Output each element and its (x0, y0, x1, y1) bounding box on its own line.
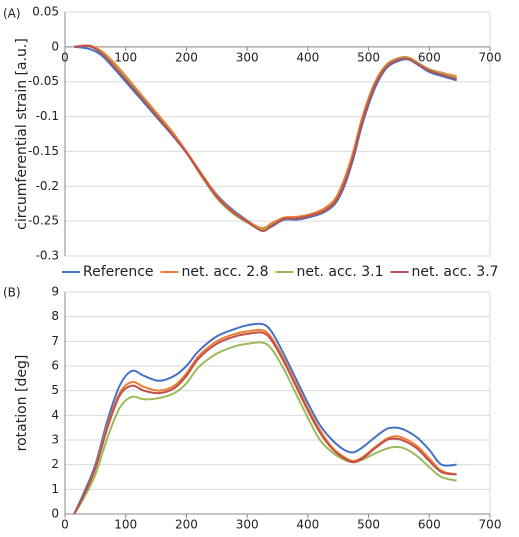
series-line (73, 328, 457, 515)
series-line (74, 44, 457, 231)
x-tick-label: 200 (175, 50, 198, 64)
series-line (73, 331, 457, 515)
y-tick-label: -0.05 (28, 74, 59, 88)
x-tick-label: 600 (418, 518, 441, 532)
series-line (74, 44, 457, 232)
y-axis-label: rotation [deg] (14, 355, 30, 452)
x-tick-label: 500 (357, 50, 380, 64)
y-axis-label: circumferential strain [a.u.] (14, 38, 30, 230)
x-tick-label: 300 (236, 518, 259, 532)
x-tick-label: 400 (296, 50, 319, 64)
series-line (73, 44, 457, 230)
legend-label: net. acc. 3.1 (297, 264, 384, 280)
series-line (73, 45, 457, 231)
y-tick-label: 4 (51, 408, 59, 422)
y-tick-label: -0.15 (28, 144, 59, 158)
x-tick-label: 700 (479, 50, 502, 64)
series-line (73, 322, 457, 515)
y-tick-label: -0.25 (28, 214, 59, 228)
y-tick-label: 0 (51, 39, 59, 53)
x-tick-label: 100 (114, 518, 137, 532)
y-tick-label: 0.05 (32, 5, 59, 19)
x-tick-label: 0 (61, 50, 69, 64)
series-line (73, 341, 457, 515)
y-tick-label: -0.3 (36, 249, 59, 263)
y-tick-label: 3 (51, 433, 59, 447)
panel-label: (A) (3, 7, 21, 21)
y-tick-label: 1 (51, 482, 59, 496)
y-tick-label: 7 (51, 334, 59, 348)
legend-label: net. acc. 2.8 (182, 264, 269, 280)
x-tick-label: 200 (175, 518, 198, 532)
legend-label: Reference (83, 264, 154, 280)
y-tick-label: 2 (51, 457, 59, 471)
legend-label: net. acc. 3.7 (412, 264, 499, 280)
y-tick-label: 0 (51, 507, 59, 521)
y-tick-label: -0.1 (36, 109, 59, 123)
x-tick-label: 300 (236, 50, 259, 64)
y-tick-label: 6 (51, 359, 59, 373)
x-tick-label: 700 (479, 518, 502, 532)
x-tick-label: 600 (418, 50, 441, 64)
x-tick-label: 0 (61, 518, 69, 532)
x-tick-label: 500 (357, 518, 380, 532)
y-tick-label: 9 (51, 285, 59, 299)
panel-label: (B) (3, 286, 21, 300)
y-tick-label: 5 (51, 383, 59, 397)
y-tick-label: 8 (51, 309, 59, 323)
x-tick-label: 100 (114, 50, 137, 64)
x-tick-label: 400 (296, 518, 319, 532)
y-tick-label: -0.2 (36, 179, 59, 193)
